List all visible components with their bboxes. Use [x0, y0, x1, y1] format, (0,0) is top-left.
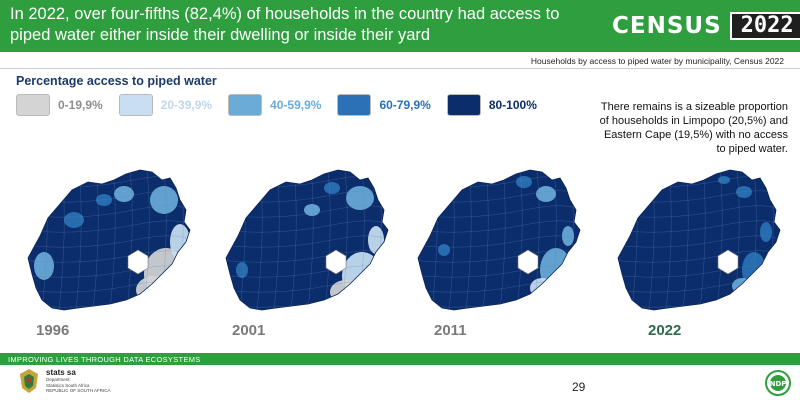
- header-bar: [0, 0, 800, 52]
- legend-swatch: [337, 94, 372, 116]
- org-name: stats sa: [46, 368, 76, 377]
- legend-label: 60-79,9%: [379, 98, 431, 112]
- legend-title: Percentage access to piped water: [16, 74, 217, 88]
- legend-swatch: [16, 94, 50, 116]
- census-2022-logo: CENSUS 2022: [612, 12, 800, 40]
- statssa-logo: stats sa Department: Statistics South Af…: [18, 368, 111, 394]
- divider: [0, 68, 800, 69]
- footer-tagline: IMPROVING LIVES THROUGH DATA ECOSYSTEMS: [8, 355, 201, 364]
- lesotho-enclave: [127, 249, 149, 275]
- map-2022: [617, 169, 781, 311]
- lesotho-enclave: [517, 249, 539, 275]
- legend-label: 20-39,9%: [160, 98, 213, 112]
- legend-swatch: [228, 94, 263, 116]
- map-year-label: 2011: [434, 322, 467, 339]
- org-republic: REPUBLIC OF SOUTH AFRICA: [46, 388, 111, 393]
- figure-source: Households by access to piped water by m…: [530, 56, 784, 66]
- map-2001: [225, 169, 389, 311]
- ndp-logo: NDP: [765, 370, 791, 396]
- lesotho-enclave: [717, 249, 739, 275]
- org-department: Department:: [46, 377, 71, 382]
- annotation-note: There remains is a sizeable proportion o…: [599, 101, 788, 155]
- org-statistics: Statistics South Africa: [46, 382, 90, 388]
- ndp-text: NDP: [770, 380, 787, 388]
- page-number: 29: [572, 380, 586, 394]
- legend-item: 0-19,9%: [16, 94, 113, 116]
- map-year-label: 2022: [648, 322, 682, 339]
- coat-of-arms-icon: [20, 369, 38, 393]
- legend-swatch: [118, 94, 153, 116]
- legend-label: 40-59,9%: [270, 98, 322, 112]
- legend-item: 60-79,9%: [337, 94, 440, 116]
- map-1996: [27, 169, 191, 311]
- legend-item: 40-59,9%: [228, 94, 331, 116]
- lesotho-enclave: [325, 249, 347, 275]
- footer-bar: [0, 353, 800, 365]
- map-year-label: 1996: [36, 322, 70, 339]
- maps-panel: [0, 160, 800, 325]
- map-2011: [417, 169, 581, 311]
- legend: 0-19,9% 20-39,9% 40-59,9% 60-79,9% 80-100%: [16, 94, 553, 116]
- legend-swatch: [446, 94, 481, 116]
- page-headline: In 2022, over four-fifths (82,4%) of hou…: [10, 5, 560, 44]
- census-logo-year: 2022: [729, 12, 800, 40]
- legend-label: 0-19,9%: [58, 98, 103, 112]
- census-logo-word: CENSUS: [612, 13, 722, 39]
- legend-item: 80-100%: [446, 94, 547, 116]
- legend-item: 20-39,9%: [118, 94, 222, 116]
- legend-label: 80-100%: [488, 98, 537, 112]
- map-year-label: 2001: [232, 322, 266, 339]
